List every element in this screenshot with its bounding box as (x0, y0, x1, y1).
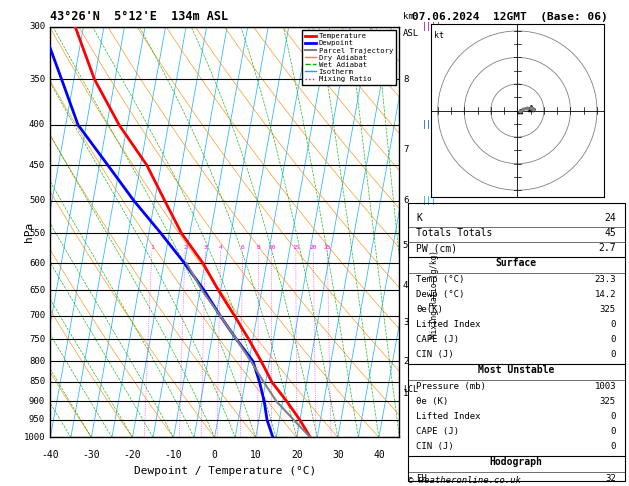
Text: 1003: 1003 (594, 382, 616, 391)
Text: CAPE (J): CAPE (J) (416, 335, 459, 344)
Text: 8: 8 (257, 244, 260, 249)
Text: -20: -20 (124, 450, 142, 460)
Text: 1000: 1000 (23, 433, 45, 442)
Text: -30: -30 (82, 450, 100, 460)
Text: 24: 24 (604, 213, 616, 223)
Text: 750: 750 (29, 335, 45, 344)
Text: CAPE (J): CAPE (J) (416, 427, 459, 436)
Text: 450: 450 (29, 160, 45, 170)
Text: 800: 800 (29, 357, 45, 366)
Text: 30: 30 (332, 450, 343, 460)
Text: 4: 4 (219, 244, 223, 249)
Text: 6: 6 (241, 244, 245, 249)
Text: 4: 4 (403, 281, 408, 290)
Text: 700: 700 (29, 311, 45, 320)
Text: 8: 8 (403, 75, 408, 84)
Text: ||||: |||| (422, 22, 442, 31)
Text: -40: -40 (42, 450, 59, 460)
Text: 2: 2 (183, 244, 187, 249)
Text: hPa: hPa (25, 222, 35, 242)
Text: 2.7: 2.7 (598, 243, 616, 253)
Text: km: km (403, 12, 414, 20)
Text: K: K (416, 213, 422, 223)
Text: Most Unstable: Most Unstable (478, 365, 554, 375)
Text: 550: 550 (29, 229, 45, 238)
Text: Hodograph: Hodograph (489, 457, 543, 467)
Text: θe (K): θe (K) (416, 397, 448, 406)
Text: Temp (°C): Temp (°C) (416, 275, 465, 284)
Text: © weatheronline.co.uk: © weatheronline.co.uk (408, 476, 520, 485)
Text: |||: ||| (422, 121, 437, 129)
Text: 07.06.2024  12GMT  (Base: 06): 07.06.2024 12GMT (Base: 06) (412, 12, 608, 22)
Text: 0: 0 (611, 412, 616, 421)
Text: 14.2: 14.2 (594, 290, 616, 299)
Text: 32: 32 (605, 473, 616, 483)
Text: 325: 325 (600, 397, 616, 406)
Text: 25: 25 (324, 244, 331, 249)
Text: 40: 40 (373, 450, 385, 460)
Text: Dewp (°C): Dewp (°C) (416, 290, 465, 299)
Text: 400: 400 (29, 121, 45, 129)
Text: 0: 0 (611, 320, 616, 329)
Text: 350: 350 (29, 75, 45, 84)
Text: 23.3: 23.3 (594, 275, 616, 284)
Text: 0: 0 (212, 450, 218, 460)
Text: 325: 325 (600, 305, 616, 314)
Text: 10: 10 (250, 450, 262, 460)
Text: 20: 20 (309, 244, 317, 249)
Text: 2: 2 (403, 357, 408, 366)
Text: Lifted Index: Lifted Index (416, 412, 481, 421)
Text: EH: EH (416, 473, 427, 483)
Text: 850: 850 (29, 378, 45, 386)
Text: 500: 500 (29, 196, 45, 206)
Text: 7: 7 (403, 145, 408, 154)
Text: ASL: ASL (403, 29, 419, 38)
Legend: Temperature, Dewpoint, Parcel Trajectory, Dry Adiabat, Wet Adiabat, Isotherm, Mi: Temperature, Dewpoint, Parcel Trajectory… (302, 30, 396, 85)
Text: 600: 600 (29, 259, 45, 268)
Text: 900: 900 (29, 397, 45, 406)
Text: LCL: LCL (403, 385, 418, 395)
Text: Mixing Ratio (g/kg): Mixing Ratio (g/kg) (430, 250, 439, 338)
Text: |||: ||| (422, 196, 437, 206)
Text: CIN (J): CIN (J) (416, 350, 454, 359)
Text: 950: 950 (29, 416, 45, 424)
Text: 0: 0 (611, 442, 616, 451)
Text: 0: 0 (611, 335, 616, 344)
Text: 15: 15 (292, 244, 299, 249)
Text: 0: 0 (611, 350, 616, 359)
Text: Dewpoint / Temperature (°C): Dewpoint / Temperature (°C) (134, 466, 316, 476)
Text: 10: 10 (268, 244, 276, 249)
Text: 45: 45 (604, 228, 616, 238)
Text: 1: 1 (150, 244, 153, 249)
Text: 20: 20 (291, 450, 303, 460)
Text: Lifted Index: Lifted Index (416, 320, 481, 329)
Text: 43°26'N  5°12'E  134m ASL: 43°26'N 5°12'E 134m ASL (50, 10, 228, 23)
Text: CIN (J): CIN (J) (416, 442, 454, 451)
Text: 0: 0 (611, 427, 616, 436)
Text: 3: 3 (204, 244, 208, 249)
Text: 3: 3 (403, 318, 408, 328)
Text: Surface: Surface (496, 258, 537, 268)
Text: kt: kt (434, 31, 443, 40)
Text: 5: 5 (403, 241, 408, 250)
Text: PW (cm): PW (cm) (416, 243, 457, 253)
Text: 6: 6 (403, 196, 408, 206)
Text: 650: 650 (29, 286, 45, 295)
Text: -10: -10 (165, 450, 182, 460)
Text: 1: 1 (403, 388, 408, 398)
Text: θe(K): θe(K) (416, 305, 443, 314)
Text: Pressure (mb): Pressure (mb) (416, 382, 486, 391)
Text: Totals Totals: Totals Totals (416, 228, 493, 238)
Text: 300: 300 (29, 22, 45, 31)
